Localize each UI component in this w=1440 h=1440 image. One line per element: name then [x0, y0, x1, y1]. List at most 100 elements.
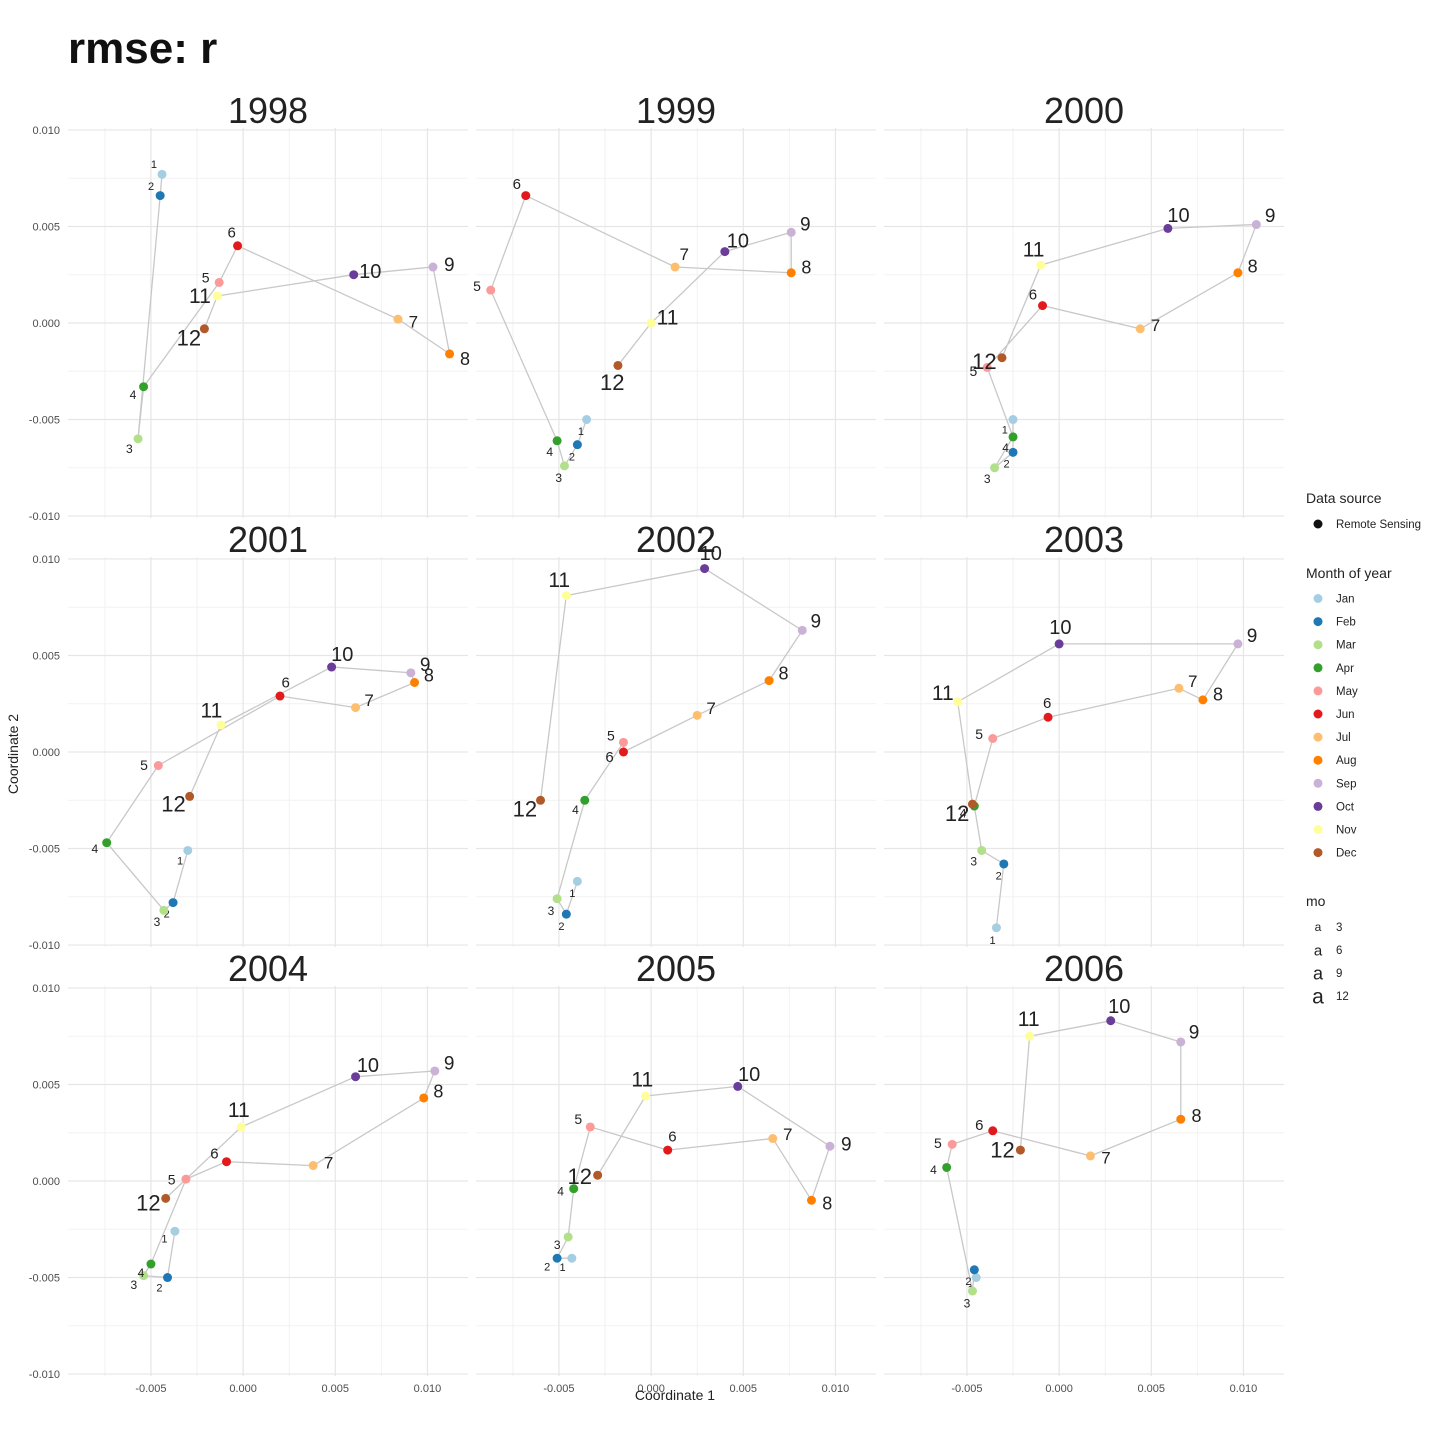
legend-label-month: May [1336, 686, 1358, 698]
legend-key-mo: a [1312, 985, 1324, 1008]
point-label: 1 [161, 1234, 167, 1246]
x-tick-label: 0.010 [822, 1383, 850, 1395]
point-month-4 [942, 1162, 952, 1172]
point-label: 12 [600, 370, 624, 395]
point-label: 11 [657, 306, 679, 329]
y-tick-label: 0.010 [32, 125, 60, 137]
point-month-4 [1008, 432, 1018, 442]
panel-title: 2004 [228, 948, 308, 989]
panel-2004: 2004 -0.010 -0.005 0.000 0.005 0.010 -0.005 0.0… [29, 948, 468, 1395]
legend-label-month: Jul [1336, 732, 1351, 744]
point-label: 7 [783, 1125, 792, 1144]
point-month-9 [1176, 1037, 1186, 1047]
point-label: 1 [177, 856, 183, 868]
point-month-1 [991, 923, 1001, 933]
point-label: 7 [1151, 316, 1160, 335]
point-label: 12 [945, 801, 969, 826]
point-label: 9 [444, 255, 455, 276]
point-month-10 [351, 1072, 361, 1082]
chart-title: rmse: r [68, 24, 218, 73]
point-label: 10 [331, 644, 353, 666]
point-label: 8 [801, 258, 811, 278]
point-label: 8 [433, 1082, 443, 1102]
point-month-6 [618, 747, 628, 757]
point-label: 3 [126, 442, 133, 456]
point-label: 4 [1002, 441, 1009, 455]
point-label: 10 [1049, 617, 1071, 639]
point-label: 11 [1018, 1008, 1040, 1031]
point-month-2 [168, 898, 178, 908]
point-month-9 [428, 262, 438, 272]
point-month-7 [308, 1161, 318, 1171]
point-month-8 [419, 1093, 429, 1103]
point-month-2 [969, 1265, 979, 1275]
point-month-8 [1233, 268, 1243, 278]
y-tick-label: -0.010 [29, 1369, 60, 1381]
point-month-9 [430, 1066, 440, 1076]
legend-key-month [1313, 732, 1323, 742]
point-label: 11 [228, 1099, 250, 1122]
point-label: 9 [420, 655, 431, 676]
point-label: 2 [544, 1261, 550, 1273]
point-label: 1 [560, 1262, 566, 1274]
point-month-12 [185, 791, 195, 801]
y-tick-label: 0.000 [32, 1176, 60, 1188]
point-month-10 [733, 1081, 743, 1091]
point-label: 5 [140, 757, 148, 773]
point-label: 5 [970, 363, 978, 379]
point-label: 11 [1023, 238, 1045, 261]
panel-title: 1998 [228, 90, 308, 131]
y-tick-label: -0.005 [29, 844, 60, 856]
point-label: 7 [324, 1154, 333, 1173]
point-month-3 [552, 894, 562, 904]
x-tick-label: -0.005 [951, 1383, 982, 1395]
point-label: 2 [996, 871, 1002, 883]
point-month-5 [486, 285, 496, 295]
point-label: 12 [177, 325, 201, 350]
point-label: 2 [558, 921, 564, 933]
y-tick-label: 0.005 [32, 1079, 60, 1091]
legend-key-month [1313, 686, 1323, 696]
legend-key-mo: a [1314, 942, 1323, 959]
point-month-8 [764, 676, 774, 686]
point-label: 5 [202, 270, 210, 286]
x-tick-label: 0.010 [1230, 1383, 1258, 1395]
point-month-11 [216, 720, 226, 730]
point-month-3 [139, 1271, 149, 1281]
legend-key-mo: a [1315, 920, 1322, 934]
legend-key-month [1313, 663, 1323, 673]
point-label: 12 [990, 1137, 1014, 1162]
point-month-10 [1163, 223, 1173, 233]
point-label: 9 [1247, 626, 1258, 647]
point-label: 11 [189, 285, 211, 308]
point-label: 12 [972, 349, 996, 374]
point-month-7 [670, 262, 680, 272]
point-month-4 [552, 436, 562, 446]
point-label: 6 [228, 224, 236, 241]
point-label: 4 [557, 1184, 564, 1198]
point-label: 2 [148, 181, 154, 193]
point-month-9 [786, 227, 796, 237]
point-month-10 [1054, 639, 1064, 649]
point-month-9 [406, 668, 416, 678]
point-label: 7 [409, 313, 418, 332]
legend-label-month: Sep [1336, 778, 1356, 790]
legend-key-month [1313, 778, 1323, 788]
y-tick-label: 0.005 [32, 221, 60, 233]
point-month-7 [351, 703, 361, 713]
point-month-1 [582, 415, 592, 425]
point-label: 3 [970, 854, 977, 868]
point-month-5 [618, 737, 628, 747]
point-label: 1 [569, 888, 575, 900]
point-month-6 [663, 1145, 673, 1155]
point-label: 2 [569, 451, 575, 463]
point-label: 5 [473, 278, 481, 294]
point-month-6 [233, 241, 243, 251]
trajectory-line [946, 1020, 1182, 1292]
point-label: 9 [444, 1053, 455, 1074]
point-month-6 [988, 1126, 998, 1136]
panel-title: 2002 [636, 519, 716, 560]
legend-key-mo: a [1313, 963, 1324, 983]
point-label: 2 [156, 1282, 162, 1294]
